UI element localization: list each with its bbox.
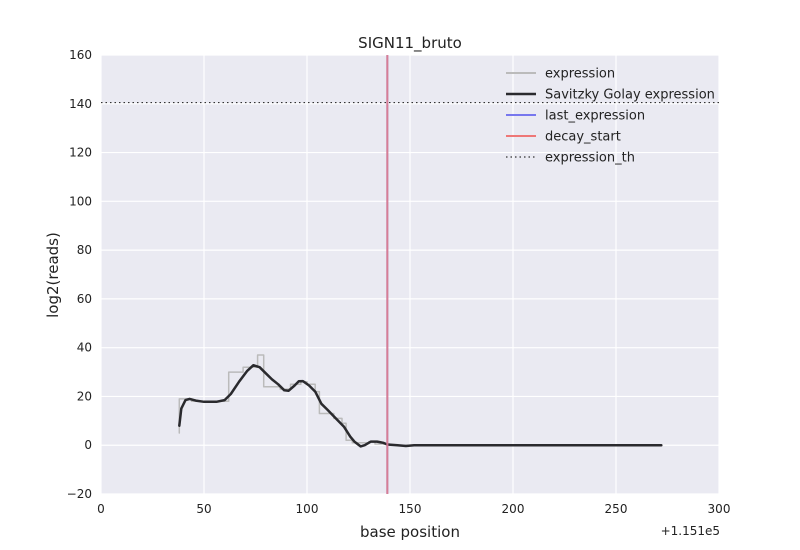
legend: expression Savitzky Golay expression last_… — [506, 67, 715, 166]
y-axis-ticks: −20 0 20 40 60 80 100 120 140 160 — [67, 48, 92, 501]
x-tick-label: 0 — [97, 502, 105, 516]
x-axis-offset: +1.151e5 — [661, 524, 720, 538]
x-tick-label: 200 — [502, 502, 525, 516]
x-axis-ticks: 0 50 100 150 200 250 300 — [97, 502, 730, 516]
y-tick-label: 60 — [77, 292, 92, 306]
x-tick-label: 150 — [399, 502, 422, 516]
y-tick-label: 0 — [84, 438, 92, 452]
chart-title: SIGN11_bruto — [358, 34, 462, 53]
legend-label-expression: expression — [545, 67, 615, 82]
legend-label-expression-th: expression_th — [545, 151, 635, 166]
y-tick-label: 20 — [77, 389, 92, 403]
series-layer — [101, 55, 719, 494]
y-tick-label: 100 — [69, 194, 92, 208]
x-tick-label: 100 — [296, 502, 319, 516]
legend-label-savitzky-golay-expression: Savitzky Golay expression — [545, 88, 715, 103]
y-axis-label: log2(reads) — [44, 232, 62, 318]
y-tick-label: 140 — [69, 97, 92, 111]
y-tick-label: 120 — [69, 146, 92, 160]
x-tick-label: 50 — [196, 502, 211, 516]
y-tick-label: −20 — [67, 487, 92, 501]
y-tick-label: 40 — [77, 341, 92, 355]
x-tick-label: 300 — [708, 502, 731, 516]
legend-label-last-expression: last_expression — [545, 109, 645, 124]
grid — [100, 54, 720, 495]
y-tick-label: 80 — [77, 243, 92, 257]
y-tick-label: 160 — [69, 48, 92, 62]
series-savitzky-golay-expression — [178, 363, 663, 448]
legend-label-decay-start: decay_start — [545, 130, 621, 145]
x-tick-label: 250 — [605, 502, 628, 516]
x-axis-label: base position — [360, 523, 460, 541]
